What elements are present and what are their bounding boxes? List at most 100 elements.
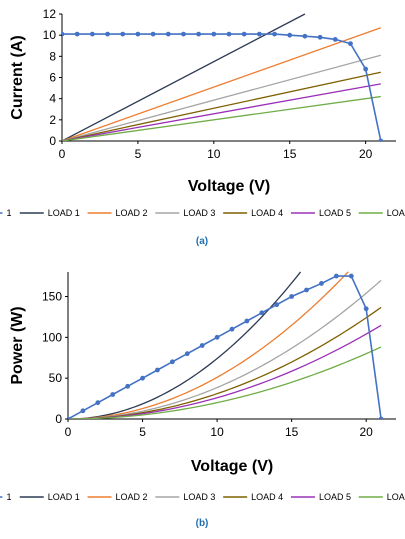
series-line-1 — [68, 275, 382, 419]
x-tick-label: 0 — [65, 425, 72, 439]
legend-label-1: 1 — [6, 492, 11, 502]
legend-label-load-3: LOAD 3 — [183, 492, 215, 502]
y-tick-label: 12 — [43, 7, 57, 21]
series-line-load-2 — [62, 27, 382, 141]
series-line-load-2 — [68, 271, 349, 419]
x-tick-label: 5 — [139, 425, 146, 439]
legend-label-load-5: LOAD 5 — [319, 492, 351, 502]
legend-label-load-2: LOAD 2 — [116, 208, 148, 218]
data-point — [229, 326, 235, 332]
plot-area — [62, 13, 384, 141]
legend-label-1: 1 — [6, 208, 11, 218]
data-point — [259, 310, 265, 316]
data-point — [348, 41, 353, 47]
data-point — [244, 318, 250, 324]
legend: 1 LOAD 1 LOAD 2 LOAD 3 LOAD 4 LOAD 5 LOAD 6 — [0, 208, 405, 218]
panel-caption: (b) — [196, 518, 209, 529]
data-point — [272, 31, 277, 37]
data-point — [333, 273, 339, 279]
data-point — [110, 392, 116, 397]
data-point — [140, 375, 145, 381]
y-tick-label: 0 — [55, 412, 62, 426]
x-axis-title: Voltage (V) — [191, 458, 273, 475]
data-point — [319, 281, 324, 286]
x-tick-label: 10 — [210, 425, 224, 439]
y-tick-label: 8 — [49, 49, 56, 63]
data-point — [274, 302, 280, 308]
y-tick-label: 2 — [49, 113, 56, 127]
x-tick-label: 15 — [283, 147, 297, 161]
data-point — [214, 334, 220, 340]
data-point — [302, 33, 308, 39]
legend-label-load-6: LOAD 6 — [387, 492, 405, 502]
x-tick-label: 20 — [360, 425, 374, 439]
series-line-load-5 — [68, 324, 382, 419]
data-point — [378, 416, 384, 419]
x-tick-label: 5 — [135, 147, 142, 161]
data-point — [378, 138, 384, 141]
data-point — [68, 416, 71, 419]
data-point — [348, 273, 354, 279]
legend-label-load-1: LOAD 1 — [48, 492, 80, 502]
legend-label-load-4: LOAD 4 — [251, 208, 283, 218]
data-point — [95, 400, 101, 406]
x-tick-label: 10 — [207, 147, 221, 161]
x-axis-title: Voltage (V) — [188, 178, 270, 195]
data-point — [89, 31, 95, 37]
y-tick-label: 6 — [49, 71, 56, 85]
data-point — [105, 31, 110, 37]
legend-label-load-1: LOAD 1 — [48, 208, 80, 218]
data-point — [181, 31, 186, 37]
data-point — [165, 31, 171, 37]
panel-caption: (a) — [196, 236, 208, 247]
data-point — [125, 383, 131, 389]
plot-area — [68, 271, 384, 419]
legend-label-load-6: LOAD 6 — [387, 208, 405, 218]
y-tick-label: 50 — [49, 371, 63, 385]
data-point — [287, 32, 293, 38]
data-point — [317, 34, 323, 40]
series-line-load-3 — [68, 279, 382, 419]
data-point — [196, 31, 202, 37]
y-tick-label: 4 — [49, 92, 56, 106]
y-tick-label: 10 — [43, 28, 57, 42]
data-point — [256, 31, 262, 37]
data-point — [304, 287, 309, 293]
data-point — [150, 31, 156, 37]
data-point — [120, 31, 126, 37]
series-line-load-6 — [68, 346, 382, 419]
legend: 1 LOAD 1 LOAD 2 LOAD 3 LOAD 4 LOAD 5 LOAD 6 — [0, 492, 405, 502]
data-point — [74, 31, 80, 37]
data-point — [80, 408, 86, 414]
y-axis-title: Current (A) — [9, 35, 26, 119]
y-axis-title: Power (W) — [9, 306, 26, 384]
chart-panel-2: 0 50 100 150 0 5 10 15 20 Voltage (V) Power (W) 1 LO… — [0, 271, 405, 529]
y-tick-label: 0 — [49, 134, 56, 148]
legend-label-load-5: LOAD 5 — [319, 208, 351, 218]
y-tick-label: 150 — [42, 290, 62, 304]
data-point — [241, 31, 247, 37]
y-tick-label: 100 — [42, 330, 62, 344]
series-line-load-4 — [68, 306, 382, 419]
x-tick-label: 0 — [59, 147, 66, 161]
series-line-load-5 — [62, 83, 381, 141]
data-point — [155, 367, 160, 373]
series-line-load-4 — [62, 71, 381, 141]
legend-label-load-3: LOAD 3 — [183, 208, 215, 218]
series-line-load-1 — [62, 13, 306, 141]
data-point — [363, 306, 369, 312]
legend-label-load-2: LOAD 2 — [116, 492, 148, 502]
data-point — [169, 359, 175, 365]
data-point — [184, 351, 190, 357]
data-point — [135, 31, 141, 37]
series-line-load-3 — [62, 54, 381, 141]
series-line-load-6 — [62, 95, 381, 141]
legend-label-load-4: LOAD 4 — [251, 492, 283, 502]
data-point — [289, 294, 295, 299]
series-line-1 — [62, 33, 382, 141]
data-point — [62, 31, 65, 37]
x-tick-label: 20 — [359, 147, 373, 161]
data-point — [211, 31, 217, 37]
data-point — [199, 343, 205, 348]
